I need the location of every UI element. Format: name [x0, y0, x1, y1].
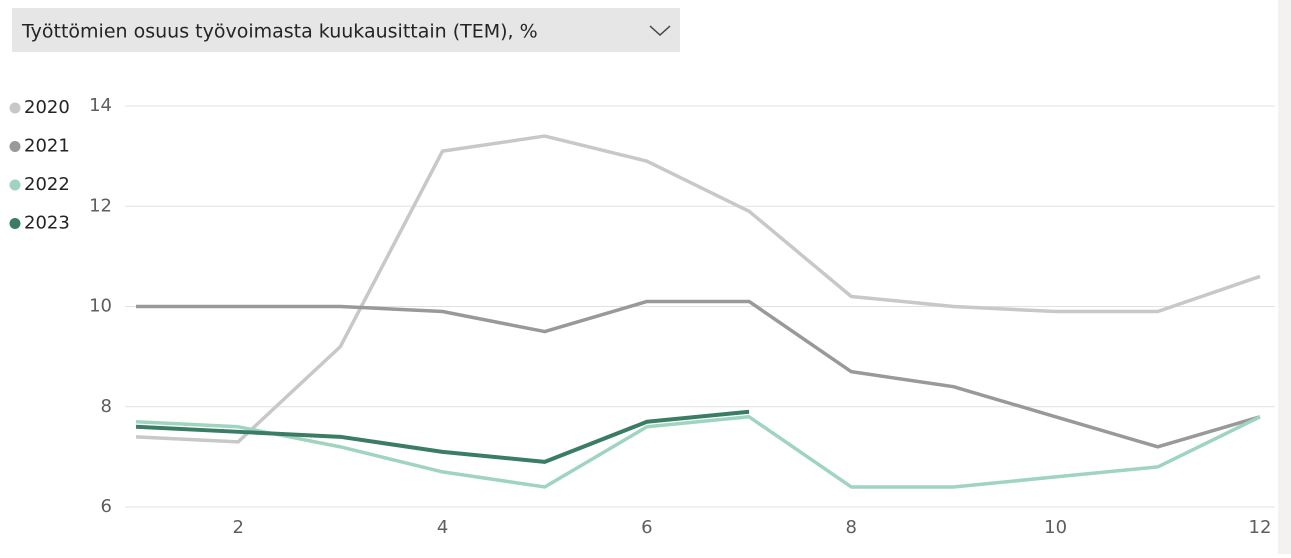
series-line — [135, 134, 1261, 444]
chevron — [649, 25, 671, 37]
x-tick-label: 2 — [232, 517, 243, 538]
legend-label: 2020 — [24, 97, 70, 118]
x-tick-label: 10 — [1044, 517, 1067, 538]
legend-label: 2022 — [24, 174, 70, 195]
legend-label: 2023 — [24, 213, 70, 234]
legend-marker — [9, 179, 21, 191]
x-tick-label: 12 — [1249, 517, 1272, 538]
series-line — [136, 299, 1261, 449]
y-tick-label: 12 — [89, 195, 112, 216]
chart-title: Työttömien osuus työvoimasta kuukausitta… — [21, 21, 538, 43]
x-tick-label: 4 — [437, 517, 448, 538]
series-line — [135, 415, 1261, 489]
x-tick-label: 8 — [846, 517, 857, 538]
series-line — [135, 409, 750, 464]
y-tick-label: 8 — [101, 396, 112, 417]
y-tick-label: 6 — [101, 496, 112, 517]
legend-marker — [9, 218, 21, 229]
scrollbar — [1278, 0, 1291, 554]
dropdown[interactable] — [12, 8, 680, 52]
legend-marker — [9, 102, 21, 114]
legend-marker — [9, 141, 21, 152]
y-tick-label: 14 — [89, 95, 112, 116]
legend-label: 2021 — [24, 136, 70, 157]
x-tick-label: 6 — [641, 517, 652, 538]
y-tick-label: 10 — [89, 296, 112, 317]
